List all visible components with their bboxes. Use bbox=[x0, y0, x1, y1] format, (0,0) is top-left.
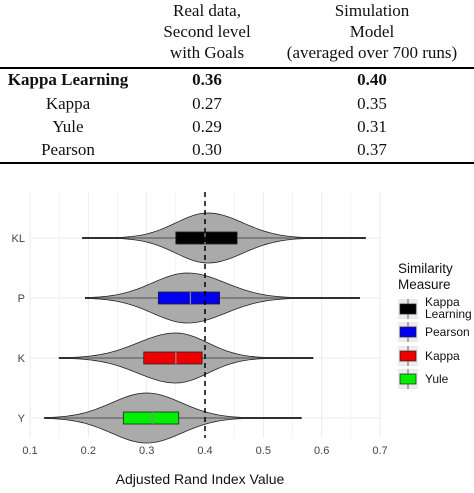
y-tick-label: KL bbox=[12, 233, 25, 245]
legend-swatch bbox=[399, 326, 417, 338]
legend-label: Pearson bbox=[425, 325, 470, 339]
violin-Y bbox=[44, 392, 302, 444]
legend-key-2: Kappa bbox=[398, 346, 460, 366]
legend-label: Kappa bbox=[425, 349, 460, 363]
row-sim-yule: 0.31 bbox=[357, 117, 387, 136]
x-tick-label: 0.6 bbox=[314, 445, 329, 457]
row-real-kappa: 0.27 bbox=[192, 94, 222, 113]
box-P bbox=[157, 291, 220, 305]
violin-K bbox=[58, 332, 314, 384]
header-simulation-line1: Simulation bbox=[334, 1, 410, 20]
row-sim-kappa-learning: 0.40 bbox=[357, 70, 387, 89]
header-simulation-line3: (averaged over 700 runs) bbox=[286, 43, 458, 62]
x-tick-label: 0.5 bbox=[256, 445, 271, 457]
row-real-pearson: 0.30 bbox=[192, 140, 222, 159]
y-tick-label: P bbox=[18, 293, 25, 305]
results-table: Real data, Second level with Goals Simul… bbox=[0, 0, 474, 165]
x-tick-label: 0.7 bbox=[372, 445, 387, 457]
header-simulation-line2: Model bbox=[349, 22, 395, 41]
y-tick-label: Y bbox=[18, 413, 26, 425]
header-real-data-line1: Real data, bbox=[173, 1, 241, 20]
axis-ticks: 0.1 0.2 0.3 0.4 0.5 0.6 0.7 KL P K Y bbox=[12, 233, 388, 457]
header-real-data-line3: with Goals bbox=[169, 43, 245, 62]
legend-title-line1: Similarity bbox=[398, 261, 453, 276]
legend-label: Kappa bbox=[425, 295, 460, 309]
legend-title-line2: Measure bbox=[398, 277, 451, 292]
x-tick-label: 0.2 bbox=[81, 445, 96, 457]
violin-KL bbox=[82, 212, 366, 264]
violins bbox=[44, 212, 366, 444]
row-name-kappa: Kappa bbox=[45, 94, 91, 113]
row-real-kappa-learning: 0.36 bbox=[192, 70, 222, 89]
legend-swatch bbox=[399, 373, 417, 385]
row-name-kappa-learning: Kappa Learning bbox=[7, 70, 129, 89]
y-tick-label: K bbox=[18, 353, 26, 365]
header-real-data-line2: Second level bbox=[163, 22, 251, 41]
legend-label: Learning bbox=[425, 307, 472, 321]
box-Y bbox=[122, 411, 180, 425]
legend: Similarity Measure KappaLearningPearsonK… bbox=[398, 261, 472, 389]
legend-label: Yule bbox=[425, 372, 449, 386]
row-real-yule: 0.29 bbox=[192, 117, 222, 136]
row-sim-kappa: 0.35 bbox=[357, 94, 387, 113]
x-tick-label: 0.3 bbox=[139, 445, 154, 457]
row-name-yule: Yule bbox=[52, 117, 84, 136]
legend-swatch bbox=[399, 303, 417, 315]
row-sim-pearson: 0.37 bbox=[357, 140, 387, 159]
x-tick-label: 0.4 bbox=[197, 445, 212, 457]
legend-swatch bbox=[399, 350, 417, 362]
row-name-pearson: Pearson bbox=[41, 140, 95, 159]
violin-chart: 0.1 0.2 0.3 0.4 0.5 0.6 0.7 KL P K Y Adjusted Rand… bbox=[12, 192, 472, 487]
x-axis-title: Adjusted Rand Index Value bbox=[116, 471, 285, 487]
table-header-rule bbox=[0, 67, 474, 69]
box-K bbox=[143, 351, 203, 365]
x-tick-label: 0.1 bbox=[22, 445, 37, 457]
box-KL bbox=[175, 231, 238, 245]
legend-key-3: Yule bbox=[398, 369, 449, 389]
table-bottom-rule bbox=[0, 162, 474, 164]
legend-key-1: Pearson bbox=[398, 322, 470, 342]
